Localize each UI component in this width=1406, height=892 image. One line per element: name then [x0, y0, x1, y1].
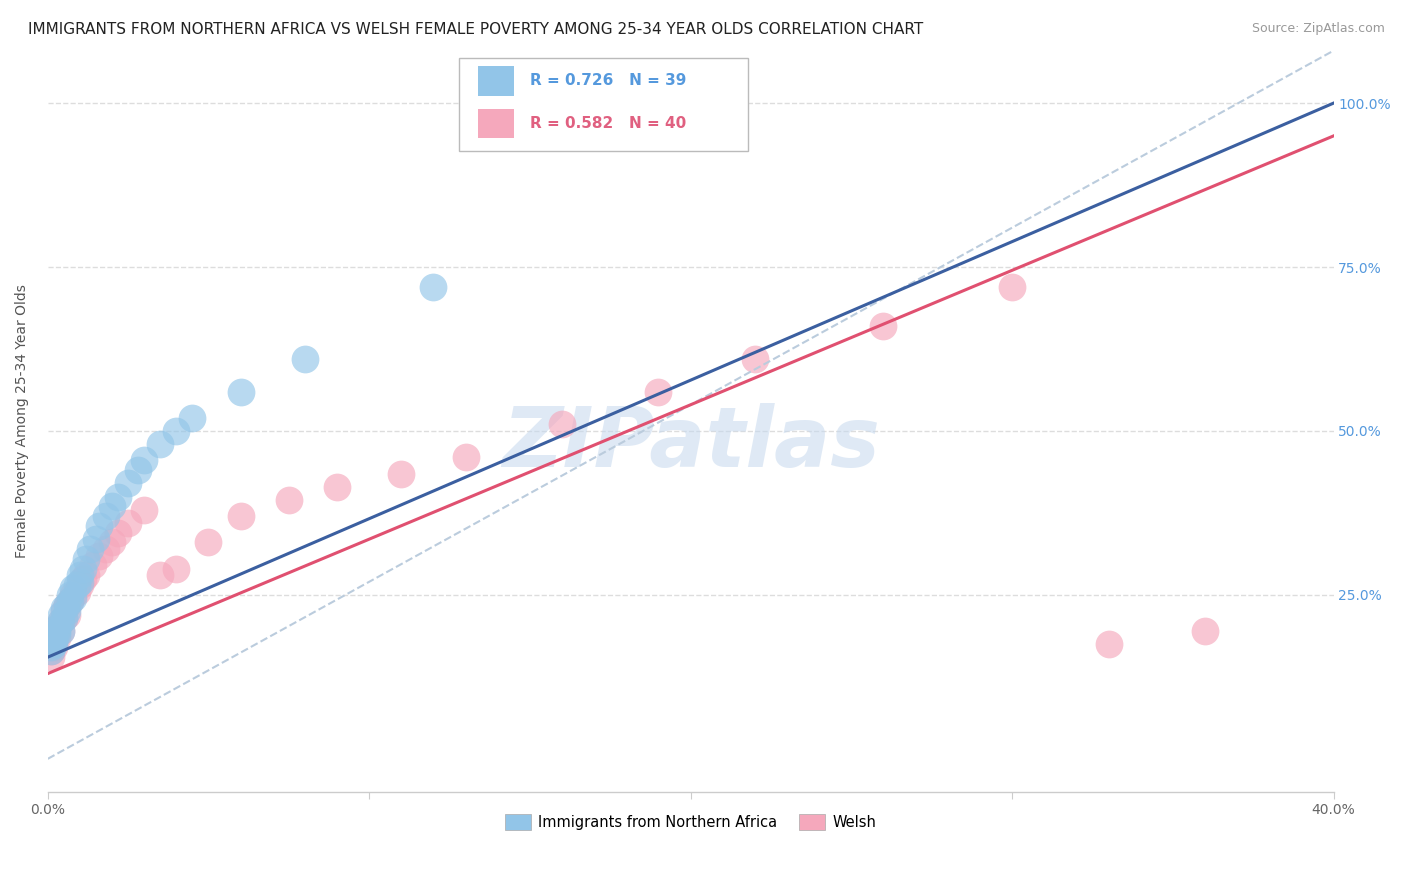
Text: Source: ZipAtlas.com: Source: ZipAtlas.com [1251, 22, 1385, 36]
FancyBboxPatch shape [478, 109, 515, 138]
Point [75, 552, 97, 566]
Point [44, 631, 66, 645]
Point [59, 594, 82, 608]
Point [46, 621, 69, 635]
Point [59, 588, 82, 602]
Point [294, 351, 316, 366]
Point [72, 572, 94, 586]
Point [69, 574, 91, 589]
Point [49, 624, 72, 638]
Point [149, 437, 172, 451]
Point [89, 549, 111, 563]
Point [127, 463, 149, 477]
Point [107, 525, 129, 540]
Point [52, 604, 75, 618]
Point [134, 502, 156, 516]
Point [52, 611, 75, 625]
Point [69, 578, 91, 592]
Point [94, 509, 117, 524]
Point [181, 410, 204, 425]
Point [134, 453, 156, 467]
Point [107, 490, 129, 504]
Point [229, 384, 252, 399]
Point [149, 568, 172, 582]
Point [872, 319, 894, 334]
Y-axis label: Female Poverty Among 25-34 Year Olds: Female Poverty Among 25-34 Year Olds [15, 285, 30, 558]
Point [75, 568, 97, 582]
Text: R = 0.582   N = 40: R = 0.582 N = 40 [530, 116, 686, 131]
Point [94, 541, 117, 556]
Point [52, 601, 75, 615]
Point [62, 582, 84, 596]
Point [56, 607, 79, 622]
Point [49, 624, 72, 638]
Point [62, 588, 84, 602]
Point [744, 351, 766, 366]
Point [69, 568, 91, 582]
Point [197, 535, 219, 549]
Point [389, 467, 412, 481]
Point [52, 611, 75, 625]
Text: ZIPatlas: ZIPatlas [502, 403, 880, 483]
Point [44, 640, 66, 655]
Point [66, 578, 89, 592]
Point [79, 541, 101, 556]
Point [82, 558, 104, 573]
Point [89, 519, 111, 533]
Point [422, 279, 444, 293]
FancyBboxPatch shape [460, 58, 748, 151]
Point [39, 640, 62, 655]
Point [117, 516, 139, 530]
Point [46, 624, 69, 638]
Point [46, 627, 69, 641]
Point [56, 598, 79, 612]
Point [56, 598, 79, 612]
Point [39, 650, 62, 665]
Point [39, 643, 62, 657]
Point [49, 614, 72, 628]
Point [46, 621, 69, 635]
Point [46, 631, 69, 645]
Point [229, 509, 252, 524]
Point [44, 633, 66, 648]
Point [647, 384, 669, 399]
FancyBboxPatch shape [478, 66, 515, 95]
Point [551, 417, 574, 432]
Point [101, 500, 124, 514]
Point [56, 604, 79, 618]
Point [1097, 637, 1119, 651]
Point [66, 584, 89, 599]
Point [454, 450, 477, 465]
Point [72, 562, 94, 576]
Point [49, 614, 72, 628]
Point [49, 607, 72, 622]
Point [101, 535, 124, 549]
Point [44, 633, 66, 648]
Point [84, 532, 107, 546]
Point [165, 424, 187, 438]
Text: R = 0.726   N = 39: R = 0.726 N = 39 [530, 73, 686, 88]
Point [1194, 624, 1216, 638]
Point [326, 480, 349, 494]
Legend: Immigrants from Northern Africa, Welsh: Immigrants from Northern Africa, Welsh [499, 809, 883, 836]
Point [117, 476, 139, 491]
Point [44, 637, 66, 651]
Point [59, 594, 82, 608]
Point [1001, 279, 1024, 293]
Point [62, 591, 84, 606]
Point [39, 643, 62, 657]
Point [165, 562, 187, 576]
Text: IMMIGRANTS FROM NORTHERN AFRICA VS WELSH FEMALE POVERTY AMONG 25-34 YEAR OLDS CO: IMMIGRANTS FROM NORTHERN AFRICA VS WELSH… [28, 22, 924, 37]
Point [277, 492, 299, 507]
